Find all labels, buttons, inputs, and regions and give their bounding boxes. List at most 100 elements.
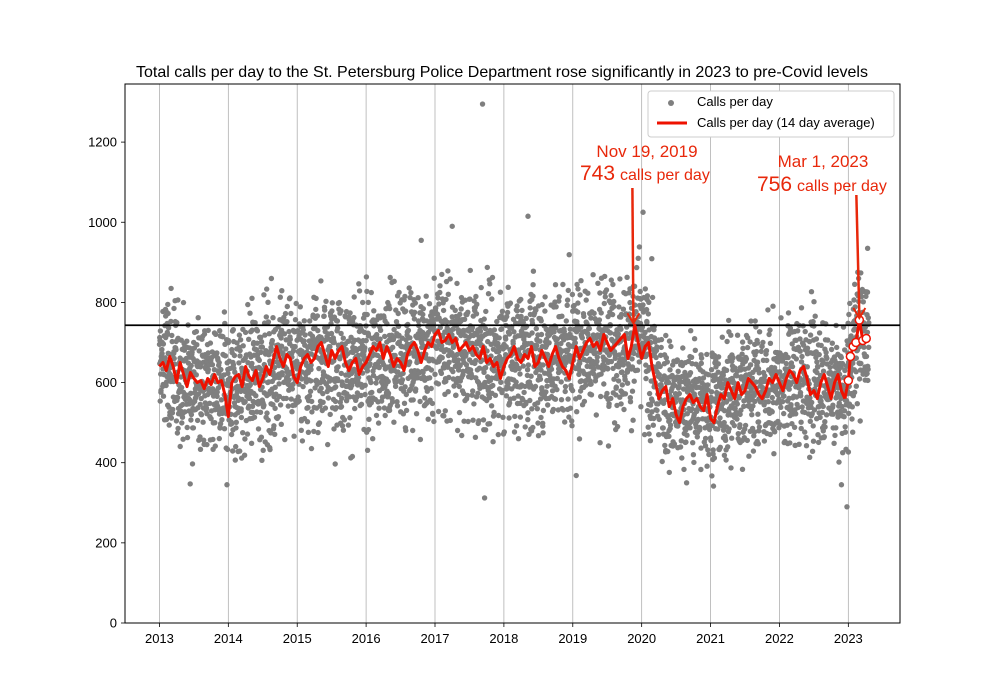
scatter-point (267, 446, 273, 453)
scatter-point (320, 399, 326, 405)
scatter-point (428, 385, 434, 392)
scatter-point (641, 431, 648, 438)
scatter-point (770, 303, 776, 309)
scatter-point (624, 274, 630, 280)
scatter-point (621, 406, 627, 413)
scatter-point (753, 348, 760, 355)
scatter-point (834, 344, 840, 351)
scatter-point (443, 278, 450, 285)
scatter-point (189, 461, 196, 467)
scatter-point (636, 359, 642, 365)
scatter-point (575, 286, 581, 292)
scatter-point (520, 319, 526, 326)
scatter-point (802, 429, 808, 435)
scatter-point (630, 417, 636, 423)
scatter-point (702, 435, 709, 442)
scatter-point (222, 353, 229, 359)
scatter-point (781, 410, 787, 417)
scatter-point (171, 355, 177, 362)
scatter-point (333, 384, 339, 390)
scatter-point (654, 407, 660, 414)
scatter-point (482, 427, 489, 433)
scatter-point (278, 421, 284, 427)
scatter-point (435, 381, 442, 387)
scatter-point (168, 285, 174, 292)
scatter-point (828, 346, 835, 353)
scatter-point (198, 412, 205, 418)
scatter-point (347, 415, 353, 421)
scatter-point (849, 404, 855, 410)
scatter-point (306, 393, 313, 399)
scatter-point (539, 386, 545, 393)
scatter-point (647, 438, 654, 444)
annotation-text: calls per day (620, 167, 710, 184)
scatter-point (376, 405, 382, 411)
scatter-point (411, 316, 418, 322)
scatter-point (168, 318, 174, 325)
scatter-point (817, 414, 823, 421)
scatter-point (327, 411, 333, 418)
scatter-point (373, 412, 380, 419)
scatter-point (704, 351, 710, 358)
scatter-point (364, 311, 370, 318)
scatter-point (171, 305, 177, 312)
scatter-point (396, 289, 402, 296)
scatter-point (209, 362, 216, 368)
scatter-point (451, 318, 458, 324)
scatter-point (232, 369, 238, 375)
scatter-point (165, 301, 171, 308)
scatter-point (263, 314, 269, 320)
scatter-point (642, 286, 648, 292)
scatter-point (197, 446, 204, 452)
scatter-point (538, 414, 544, 421)
scatter-point (455, 357, 461, 363)
scatter-point (598, 310, 604, 316)
scatter-point (715, 354, 722, 360)
scatter-point (786, 386, 792, 392)
scatter-point (269, 337, 275, 344)
scatter-point (286, 377, 292, 383)
scatter-point (476, 365, 483, 371)
scatter-point (259, 344, 266, 350)
scatter-point (485, 291, 492, 297)
scatter-point (643, 375, 649, 382)
scatter-point (667, 422, 674, 428)
scatter-point (270, 315, 276, 321)
scatter-point (288, 396, 294, 402)
scatter-point (533, 325, 539, 332)
scatter-point (802, 328, 808, 335)
scatter-point (403, 391, 409, 398)
scatter-point (503, 336, 509, 342)
scatter-point (761, 438, 768, 444)
scatter-point (486, 421, 493, 427)
scatter-point (433, 305, 439, 311)
scatter-point (264, 410, 270, 416)
scatter-point (565, 396, 571, 402)
scatter-point (170, 406, 176, 413)
scatter-point (852, 281, 858, 287)
scatter-point (597, 440, 603, 446)
scatter-point (246, 336, 252, 342)
scatter-point (861, 344, 867, 350)
scatter-point (645, 311, 651, 317)
scatter-point (500, 414, 506, 420)
scatter-point (321, 313, 327, 319)
scatter-point (804, 345, 811, 351)
scatter-point (289, 386, 295, 392)
scatter-point (233, 419, 239, 425)
scatter-point (646, 390, 653, 397)
scatter-point (590, 272, 596, 278)
legend: Calls per day Calls per day (14 day aver… (647, 90, 895, 138)
scatter-point (529, 330, 535, 336)
scatter-point (217, 425, 223, 431)
scatter-point (174, 430, 181, 436)
scatter-point (459, 432, 465, 439)
scatter-point (341, 417, 348, 423)
scatter-point (593, 412, 599, 418)
scatter-point (236, 332, 243, 338)
scatter-point (336, 299, 342, 306)
scatter-point (467, 267, 473, 274)
scatter-point (554, 336, 560, 342)
scatter-point (560, 407, 567, 413)
scatter-point (358, 401, 365, 407)
